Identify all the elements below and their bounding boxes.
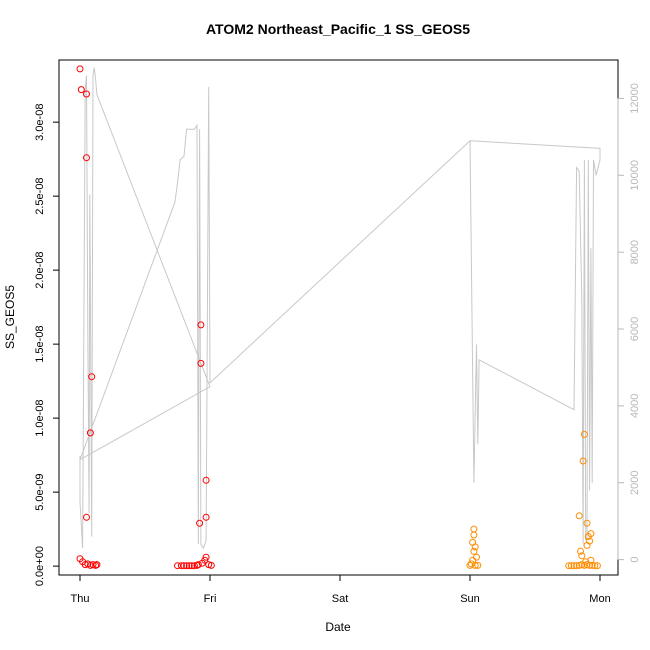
data-point [575,512,583,520]
data-point [92,561,100,569]
y-tick-label: 1.5e-08 [34,325,46,362]
data-point [88,373,96,381]
data-point [588,561,596,569]
data-point [579,457,587,465]
data-point [83,513,90,521]
y-tick-label: 5.0e-09 [34,473,46,510]
data-point [470,547,478,555]
data-point [196,519,204,527]
data-point [573,562,581,570]
data-point [185,562,193,570]
data-point [467,560,475,568]
data-point [77,86,85,94]
x-tick-label: Mon [589,593,610,605]
data-point [469,538,477,546]
data-point [183,562,191,570]
x-tick-label: Thu [71,593,90,605]
chart-title: ATOM2 Northeast_Pacific_1 SS_GEOS5 [206,21,470,37]
data-point [470,531,478,539]
y2-tick-label: 12000 [629,83,641,114]
data-point [578,552,586,560]
data-point [584,533,592,540]
y2-tick-label: 0 [629,557,641,563]
axes-group: Thu Fri Sat Sun Mon 0.0e+00 5.0e-09 1.0e-08 1.5e… [34,83,641,605]
y-tick-label: 3.0e-08 [34,104,46,141]
data-point [190,562,198,570]
y-axis-label: SS_GEOS5 [3,285,17,349]
data-point [194,561,202,569]
data-point [567,562,575,570]
data-point [583,541,591,549]
y-tick-label: 2.5e-08 [34,177,46,214]
y2-tick-label: 8000 [629,240,641,264]
data-point [202,476,210,484]
y-tick-label: 0.0e+00 [34,546,46,586]
x-tick-label: Sat [332,593,349,605]
altitude-line-group [79,67,601,550]
data-point [577,547,584,555]
y-tick-label: 1.0e-08 [34,399,46,436]
x-tick-label: Fri [204,593,217,605]
data-point [583,519,591,527]
y-tick-label: 2.0e-08 [34,251,46,288]
data-point [570,562,578,570]
y2-tick-label: 2000 [629,471,641,495]
x-axis-label: Date [325,620,351,634]
data-point [470,525,478,533]
data-point [83,154,90,162]
data-point [466,561,474,569]
data-point [83,90,90,98]
data-point [93,561,101,569]
plot-frame [58,59,619,576]
y2-tick-label: 6000 [629,317,641,341]
data-point [202,553,210,561]
data-point [471,561,479,569]
data-point [593,562,601,570]
data-point [580,430,588,438]
data-point [202,513,210,521]
data-points-group [76,65,601,570]
x-tick-label: Sun [460,593,480,605]
data-point [207,561,215,569]
data-point [586,561,594,569]
data-point [180,562,188,570]
data-point [188,562,196,570]
data-point [86,429,94,437]
data-point [471,543,479,551]
data-point [197,321,205,329]
data-point [591,562,599,570]
y2-tick-label: 4000 [629,394,641,418]
data-point [197,359,205,367]
data-point [565,562,573,570]
altitude-line [79,67,601,550]
data-point [474,561,482,569]
y2-tick-label: 10000 [629,160,641,191]
plot-area [58,59,619,576]
data-point [76,65,84,73]
data-point [177,562,185,570]
